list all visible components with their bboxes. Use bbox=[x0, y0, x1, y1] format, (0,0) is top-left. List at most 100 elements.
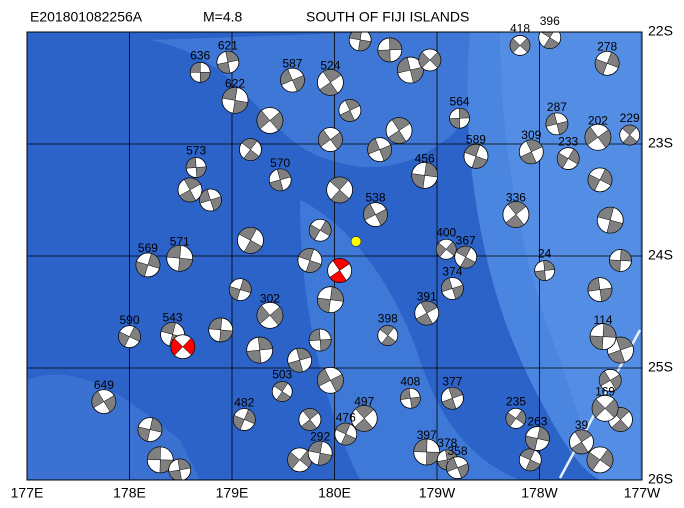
mechanism-quadrants bbox=[556, 148, 580, 169]
x-tick-label: 180E bbox=[318, 485, 351, 501]
focal-mechanism bbox=[298, 408, 322, 431]
depth-label: 524 bbox=[320, 59, 340, 73]
focal-mechanism bbox=[509, 35, 531, 56]
focal-mechanism bbox=[118, 325, 141, 349]
focal-mechanism bbox=[463, 143, 489, 169]
focal-mechanism bbox=[350, 404, 378, 432]
mechanism-quadrants bbox=[135, 253, 161, 277]
focal-mechanism bbox=[308, 328, 332, 352]
focal-mechanism bbox=[385, 117, 413, 144]
y-tick-label: 24S bbox=[648, 247, 673, 263]
mechanism-quadrants bbox=[273, 381, 291, 402]
depth-label: 497 bbox=[354, 395, 374, 409]
focal-mechanism bbox=[396, 56, 424, 84]
focal-mechanism bbox=[287, 347, 313, 373]
depth-labels: 636 621 587 524 418 396 278 622 564 287 309 202 229 2… bbox=[94, 14, 640, 458]
focal-mechanism bbox=[502, 201, 530, 228]
mechanism-quadrants bbox=[118, 326, 141, 347]
y-tick-label: 26S bbox=[648, 471, 673, 487]
mechanism-quadrants bbox=[418, 51, 442, 69]
depth-label: 587 bbox=[282, 56, 302, 70]
depth-label: 649 bbox=[94, 378, 114, 392]
focal-mechanism bbox=[287, 447, 313, 473]
mechanism-quadrants bbox=[170, 337, 195, 356]
focal-mechanism bbox=[418, 48, 442, 72]
focal-mechanism bbox=[454, 245, 478, 269]
mechanism-quadrants bbox=[238, 227, 263, 254]
focal-mechanism bbox=[377, 325, 399, 346]
depth-label: 538 bbox=[365, 191, 385, 205]
depth-label: 573 bbox=[186, 144, 206, 158]
depth-label: 309 bbox=[521, 128, 541, 142]
depth-label: 367 bbox=[456, 233, 476, 247]
focal-mechanism bbox=[598, 368, 622, 392]
focal-mechanism bbox=[587, 277, 613, 303]
focal-mechanism bbox=[399, 387, 421, 409]
mechanism-quadrants bbox=[363, 203, 388, 226]
focal-mechanism bbox=[246, 336, 274, 364]
focal-mechanism bbox=[237, 226, 264, 254]
focal-mechanism bbox=[268, 168, 292, 192]
focal-mechanism bbox=[569, 429, 594, 455]
focal-mechanism bbox=[256, 301, 284, 329]
region: SOUTH OF FIJI ISLANDS bbox=[306, 9, 469, 25]
focal-mechanism bbox=[505, 407, 527, 429]
mechanism-quadrants bbox=[540, 32, 560, 49]
focal-mechanism bbox=[166, 244, 194, 272]
mechanism-quadrants bbox=[367, 138, 392, 162]
mechanism-quadrants bbox=[91, 390, 117, 413]
depth-label: 571 bbox=[170, 234, 190, 248]
focal-mechanism bbox=[316, 69, 344, 96]
depth-label: 292 bbox=[310, 429, 330, 443]
depth-label: 636 bbox=[190, 48, 210, 62]
x-tick-label: 178W bbox=[521, 485, 558, 501]
x-tick-label: 178E bbox=[113, 485, 146, 501]
mechanism-quadrants bbox=[449, 107, 470, 129]
mechanism-quadrants bbox=[256, 110, 284, 131]
focal-mechanism bbox=[449, 107, 470, 129]
magnitude: M=4.8 bbox=[203, 9, 243, 25]
depth-label: 263 bbox=[527, 415, 547, 429]
mechanism-quadrants bbox=[308, 328, 332, 352]
focal-mechanism bbox=[239, 138, 262, 162]
x-tick-label: 177E bbox=[11, 485, 44, 501]
mechanism-quadrants bbox=[534, 260, 555, 281]
mechanism-quadrants bbox=[319, 69, 342, 96]
focal-mechanism bbox=[556, 147, 580, 170]
mechanism-quadrants bbox=[329, 258, 350, 283]
depth-label: 358 bbox=[447, 444, 467, 458]
mechanism-quadrants bbox=[269, 168, 292, 192]
mechanism-quadrants bbox=[446, 457, 469, 479]
depth-label: 622 bbox=[225, 76, 245, 90]
bathymetry bbox=[27, 32, 642, 480]
focal-mechanism bbox=[435, 238, 457, 260]
focal-mechanism bbox=[518, 139, 544, 165]
mechanism-quadrants bbox=[233, 409, 256, 431]
mechanism-quadrants bbox=[436, 241, 457, 258]
y-tick-label: 25S bbox=[648, 359, 673, 375]
mechanism-quadrants bbox=[377, 37, 403, 63]
depth-label: 476 bbox=[336, 410, 356, 424]
mechanism-quadrants bbox=[280, 68, 305, 92]
depth-label: 378 bbox=[437, 436, 457, 450]
mechanism-quadrants bbox=[179, 177, 201, 203]
mechanism-quadrants bbox=[228, 278, 252, 301]
mechanism-quadrants bbox=[599, 370, 622, 391]
mechanism-quadrants bbox=[520, 139, 543, 165]
focal-mechanism bbox=[586, 446, 614, 474]
depth-label: 398 bbox=[378, 312, 398, 326]
focal-mechanism bbox=[208, 317, 234, 343]
focal-mechanism bbox=[91, 389, 117, 415]
focal-mechanism bbox=[440, 386, 464, 410]
depth-label: 202 bbox=[588, 113, 608, 127]
mechanism-quadrants bbox=[379, 325, 397, 346]
focal-mechanism bbox=[534, 260, 556, 281]
mechanism-quadrants bbox=[208, 317, 233, 343]
depth-label: 278 bbox=[597, 40, 617, 54]
focal-mechanism bbox=[317, 127, 343, 152]
depth-label: 374 bbox=[442, 265, 462, 279]
depth-label: 287 bbox=[547, 100, 567, 114]
focal-mechanism bbox=[525, 426, 550, 451]
focal-mechanism bbox=[367, 137, 393, 163]
